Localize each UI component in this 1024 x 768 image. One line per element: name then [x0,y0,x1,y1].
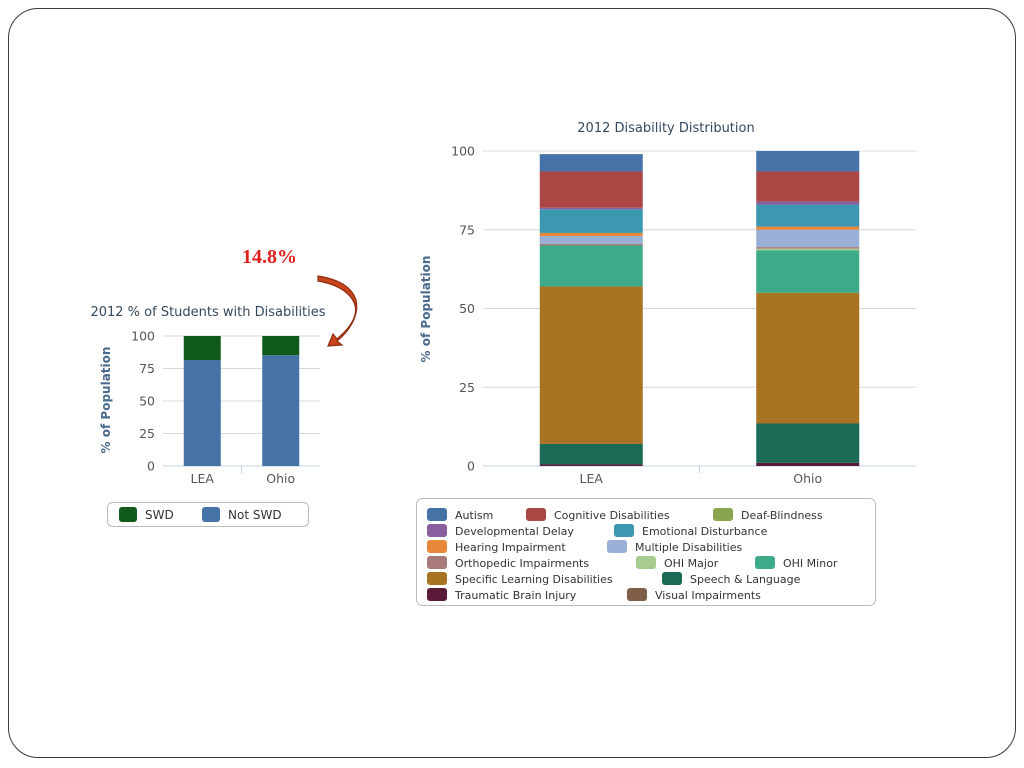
bar-segment-hearing-impairment [756,226,860,230]
legend-label: SWD [145,508,174,522]
bar-segment-swd [262,336,300,356]
y-tick-label: 50 [459,301,475,316]
legend-swatch [427,588,447,601]
bar-segment-ohi-minor [756,250,860,293]
small-chart-title: 2012 % of Students with Disabilities [90,305,325,320]
x-tick-label: LEA [580,471,604,486]
x-tick-label: Ohio [793,471,822,486]
bar-segment-cognitive-disabilities [539,171,643,208]
legend-label: OHI Minor [783,557,838,570]
legend-label: Deaf-Blindness [741,509,823,522]
bar-segment-emotional-disturbance [756,204,860,227]
main-chart-title: 2012 Disability Distribution [577,121,754,136]
bar-segment-multiple-disabilities [756,229,860,248]
bar-segment-not-swd [183,360,221,466]
legend-swatch [607,540,627,553]
y-tick-label: 25 [459,380,475,395]
y-tick-label: 25 [139,426,155,441]
bar-segment-emotional-disturbance [539,209,643,233]
small-chart-x-ticks: LEA Ohio [191,466,295,486]
legend-label: Hearing Impairment [455,541,566,554]
legend-swatch [662,572,682,585]
bar-segment-multiple-disabilities [539,236,643,244]
legend-label: Developmental Delay [455,525,574,538]
callout-percentage: 14.8% [242,246,297,268]
legend-label: Visual Impairments [655,589,761,602]
bar-segment-speech-language [756,423,860,463]
bar-segment-orthopedic-impairments [756,247,860,249]
legend-swatch [202,507,220,522]
bar-segment-ohi-minor [539,245,643,287]
legend-swatch [755,556,775,569]
main-chart-y-ticks: 0 25 50 75 100 [451,144,475,474]
legend-swatch [427,508,447,521]
main-chart-y-axis-title: % of Population [419,256,433,363]
legend-label: Orthopedic Impairments [455,557,589,570]
legend-swatch [614,524,634,537]
legend-swatch [627,588,647,601]
legend-label: Traumatic Brain Injury [454,589,577,602]
legend-label: OHI Major [664,557,719,570]
bar-segment-traumatic-brain-injury [756,462,860,466]
legend-swatch [119,507,137,522]
bar-segment-specific-learning-disabilities [756,292,860,424]
bar-segment-autism [756,151,860,172]
main-chart-bars [539,151,860,466]
x-tick-label: Ohio [266,471,295,486]
bar-segment-orthopedic-impairments [539,243,643,246]
legend-swatch [427,524,447,537]
y-tick-label: 100 [131,329,155,344]
legend-label: Cognitive Disabilities [554,509,670,522]
legend-swatch [636,556,656,569]
legend-label: Specific Learning Disabilities [455,573,613,586]
legend-swatch [427,540,447,553]
legend-swatch [526,508,546,521]
bar-segment-autism [539,154,643,172]
bar-segment-not-swd [262,355,300,466]
small-chart-legend: SWD Not SWD [107,502,309,527]
legend-swatch [427,572,447,585]
legend-label: Speech & Language [690,573,801,586]
x-tick-label: LEA [191,471,215,486]
bar-segment-swd [183,336,221,361]
bar-segment-developmental-delay [539,207,643,210]
y-tick-label: 100 [451,144,475,159]
y-tick-label: 75 [459,222,475,237]
bar-segment-hearing-impairment [539,232,643,237]
main-chart-x-ticks: LEA Ohio [580,466,822,486]
bar-segment-ohi-major [756,248,860,251]
bar-segment-traumatic-brain-injury [539,464,643,466]
bar-segment-speech-language [539,443,643,465]
legend-label: Autism [455,509,493,522]
small-chart-y-ticks: 0 25 50 75 100 [131,329,155,474]
legend-swatch [713,508,733,521]
main-chart-legend: Autism Cognitive Disabilities Deaf-Blindne… [416,498,876,606]
y-tick-label: 0 [147,459,155,474]
bar-segment-developmental-delay [756,201,860,205]
small-chart-y-axis-title: % of Population [99,347,113,454]
legend-label: Emotional Disturbance [642,525,768,538]
legend-label: Multiple Disabilities [635,541,742,554]
bar-segment-cognitive-disabilities [756,171,860,202]
legend-swatch [427,556,447,569]
small-chart-bars [183,336,300,466]
legend-box [416,498,876,606]
y-tick-label: 75 [139,361,155,376]
bar-segment-specific-learning-disabilities [539,286,643,444]
y-tick-label: 50 [139,394,155,409]
legend-label: Not SWD [228,508,282,522]
y-tick-label: 0 [467,459,475,474]
